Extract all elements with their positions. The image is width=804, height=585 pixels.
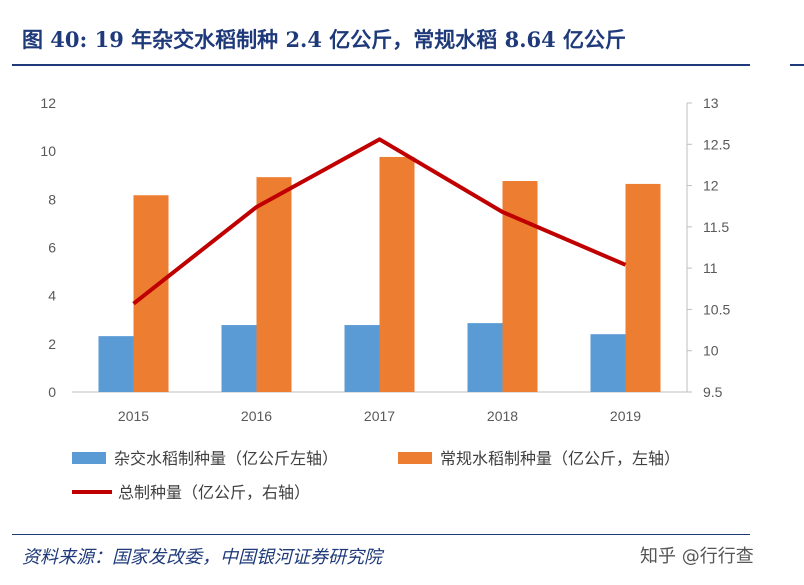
legend-label-1: 常规水稻制种量（亿公斤，左轴） [440,450,680,468]
legend-swatch-0 [72,452,106,464]
left-tick-label: 10 [40,143,56,159]
chart: 0 2 4 6 8 10 12 9.5 10 10.5 11 11.5 12 12.5 13 2015 2016… [40,95,730,502]
bar-hybrid-2017 [344,325,380,392]
right-tick-label: 11.5 [703,219,729,235]
right-tick-label: 10.5 [703,301,730,317]
left-tick-label: 0 [48,384,56,400]
bar-conventional-2019 [625,183,661,392]
legend-label-0: 杂交水稻制种量（亿公斤左轴） [114,450,338,468]
legend-label-2: 总制种量（亿公斤，右轴） [118,484,310,502]
bar-conventional-2017 [379,156,415,392]
title-divider-right [790,64,804,66]
right-tick-label: 12.5 [703,136,730,152]
x-tick-label: 2017 [364,408,395,424]
left-tick-label: 4 [48,288,56,304]
chart-title: 图 40: 19 年杂交水稻制种 2.4 亿公斤，常规水稻 8.64 亿公斤 [22,27,627,52]
legend-swatch-1 [398,452,432,464]
footer-divider [12,534,750,535]
right-tick-label: 9.5 [703,384,723,400]
bar-hybrid-2019 [590,334,626,392]
bar-hybrid-2015 [98,336,134,392]
source-note: 资料来源：国家发改委，中国银河证券研究院 [22,547,382,568]
x-tick-label: 2015 [118,408,149,424]
right-tick-label: 12 [703,178,719,194]
right-tick-label: 13 [703,95,719,111]
title-divider [12,64,750,66]
bar-hybrid-2016 [221,325,257,392]
x-tick-label: 2018 [487,408,518,424]
bar-hybrid-2018 [467,323,503,392]
right-tick-label: 10 [703,343,719,359]
watermark: 知乎 @行行查 [640,546,754,567]
bar-conventional-2015 [133,195,169,392]
left-tick-label: 2 [48,336,56,352]
bar-conventional-2016 [256,177,292,392]
x-tick-label: 2016 [241,408,272,424]
left-tick-label: 8 [48,191,56,207]
left-tick-label: 12 [40,95,56,111]
right-tick-label: 11 [703,260,718,276]
x-tick-label: 2019 [610,408,641,424]
line-total [132,137,627,306]
left-tick-label: 6 [48,240,56,256]
